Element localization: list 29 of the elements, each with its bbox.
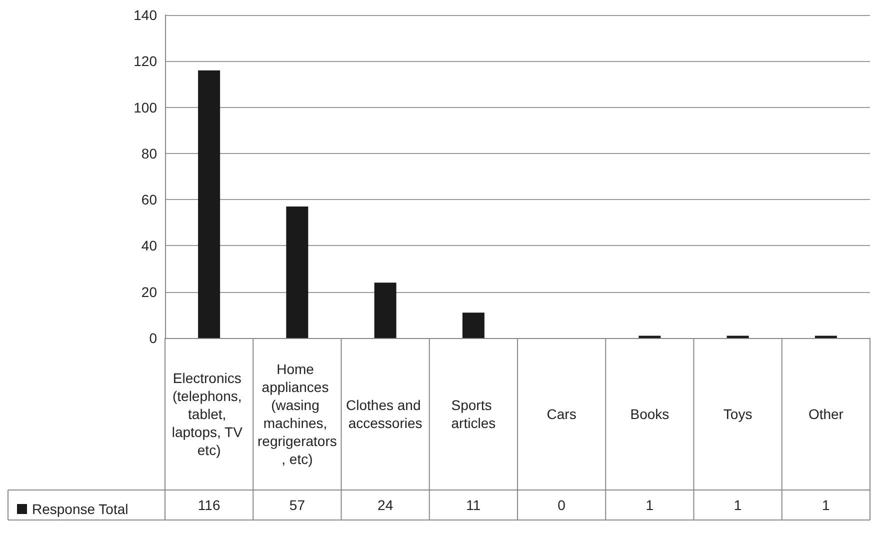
y-tick-label: 20	[141, 284, 158, 300]
data-label: 0	[558, 497, 566, 513]
y-tick-label: 100	[134, 99, 158, 116]
y-tick-label: 120	[134, 53, 158, 70]
x-tick-label: Electronics (telephons, tablet, laptops, TV etc)	[172, 370, 246, 458]
y-tick-label: 60	[141, 192, 158, 208]
y-tick-label: 0	[149, 330, 158, 346]
y-tick-label: 140	[134, 7, 158, 23]
bar	[286, 206, 308, 338]
y-tick-label: 80	[141, 145, 158, 162]
x-tick-label: Other	[808, 406, 844, 422]
data-label: 1	[822, 497, 830, 513]
y-tick-label: 40	[141, 238, 158, 254]
x-tick-label: Toys	[723, 406, 752, 422]
x-tick-label: Home appliances (wasing machines, regrigerators, etc)	[258, 361, 337, 467]
data-label: 57	[289, 497, 306, 513]
x-tick-label: Clothes and accessories	[346, 397, 425, 431]
x-tick-label: Cars	[546, 406, 576, 422]
data-label: 24	[378, 497, 394, 513]
data-label: 1	[646, 497, 654, 513]
bar	[462, 312, 484, 338]
bar	[374, 282, 396, 338]
data-label: 11	[466, 497, 481, 513]
data-label: 116	[198, 497, 220, 513]
x-tick-label: Books	[630, 406, 670, 422]
data-label: 1	[734, 497, 742, 513]
x-tick-label: Sports articles	[451, 397, 496, 431]
legend-label: Response Total	[32, 501, 128, 517]
bar	[198, 70, 220, 338]
